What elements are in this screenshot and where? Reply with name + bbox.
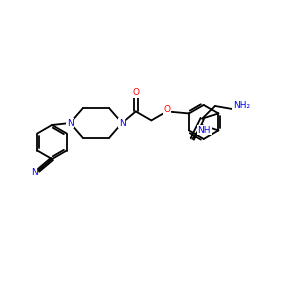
Text: N: N — [31, 168, 38, 177]
Text: N: N — [67, 118, 73, 127]
Text: O: O — [132, 88, 139, 97]
Text: NH: NH — [197, 126, 211, 135]
Text: NH₂: NH₂ — [233, 100, 250, 109]
Text: N: N — [118, 118, 125, 127]
Text: O: O — [164, 105, 170, 114]
